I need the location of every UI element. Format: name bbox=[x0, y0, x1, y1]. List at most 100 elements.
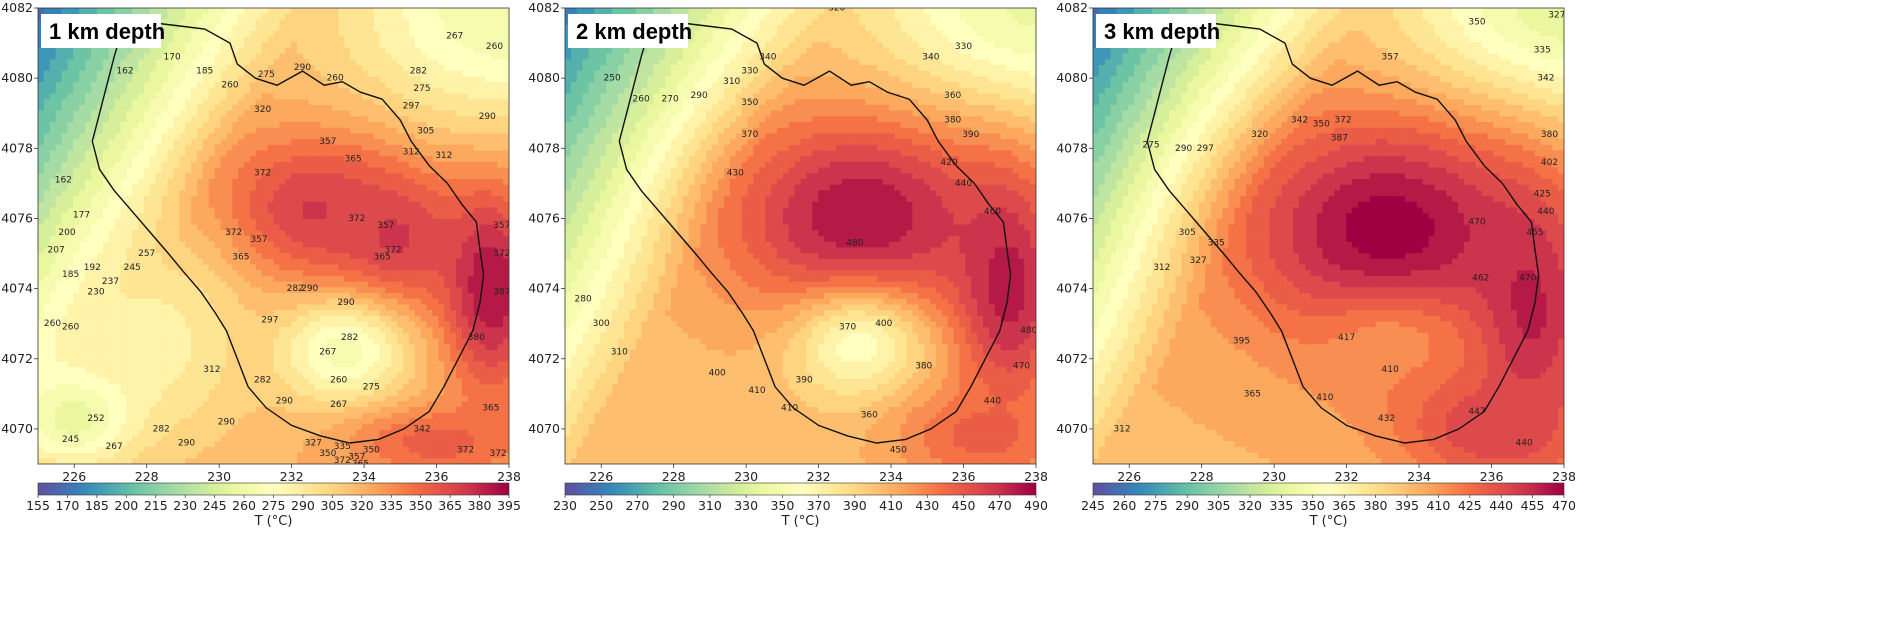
heatmap-cell bbox=[308, 275, 316, 283]
heatmap-cell bbox=[302, 367, 310, 374]
heatmap-cell bbox=[350, 258, 357, 266]
heatmap-cell bbox=[320, 47, 328, 55]
heatmap-cell bbox=[161, 258, 169, 266]
heatmap-cell bbox=[314, 270, 322, 277]
heatmap-cell bbox=[43, 287, 51, 294]
heatmap-cell bbox=[38, 315, 45, 323]
heatmap-cell bbox=[226, 344, 233, 351]
heatmap-cell bbox=[232, 446, 239, 454]
heatmap-cell bbox=[120, 133, 127, 140]
heatmap-cell bbox=[350, 407, 357, 414]
heatmap-cell bbox=[202, 13, 210, 20]
heatmap-cell bbox=[179, 458, 186, 464]
heatmap-cell bbox=[308, 70, 316, 77]
heatmap-cell bbox=[114, 418, 122, 425]
heatmap-cell bbox=[202, 179, 210, 186]
heatmap-cell bbox=[108, 247, 116, 254]
heatmap-cell bbox=[326, 53, 333, 60]
heatmap-cell bbox=[143, 293, 151, 300]
heatmap-cell bbox=[273, 367, 280, 374]
heatmap-cell bbox=[73, 207, 80, 214]
heatmap-cell bbox=[397, 127, 404, 134]
heatmap-cell bbox=[238, 144, 245, 152]
heatmap-cell bbox=[126, 99, 133, 106]
heatmap-cell bbox=[120, 47, 127, 55]
heatmap-cell bbox=[238, 167, 245, 174]
heatmap-cell bbox=[314, 315, 322, 323]
heatmap-cell bbox=[320, 36, 328, 43]
heatmap-cell bbox=[226, 76, 233, 83]
heatmap-cell bbox=[320, 144, 328, 152]
heatmap-cell bbox=[314, 8, 322, 15]
heatmap-cell bbox=[244, 161, 251, 169]
heatmap-cell bbox=[285, 372, 292, 380]
heatmap-cell bbox=[244, 401, 251, 408]
heatmap-cell bbox=[320, 315, 328, 323]
heatmap-cell bbox=[61, 407, 69, 414]
heatmap-cell bbox=[238, 258, 245, 266]
heatmap-cell bbox=[96, 367, 104, 374]
heatmap-cell bbox=[326, 338, 333, 345]
heatmap-cell bbox=[367, 321, 375, 328]
heatmap-cell bbox=[320, 110, 328, 117]
heatmap-cell bbox=[344, 441, 351, 448]
heatmap-cell bbox=[397, 53, 404, 60]
heatmap-cell bbox=[391, 418, 398, 425]
heatmap-cell bbox=[173, 281, 180, 288]
heatmap-cell bbox=[255, 258, 263, 266]
heatmap-cell bbox=[79, 122, 86, 129]
heatmap-cell bbox=[149, 201, 157, 209]
heatmap-cell bbox=[385, 298, 392, 305]
heatmap-cell bbox=[338, 287, 345, 294]
heatmap-cell bbox=[114, 122, 122, 129]
heatmap-cell bbox=[214, 287, 222, 294]
heatmap-cell bbox=[379, 253, 386, 260]
heatmap-cell bbox=[297, 298, 304, 305]
heatmap-cell bbox=[379, 429, 386, 437]
heatmap-cell bbox=[361, 127, 369, 134]
heatmap-cell bbox=[350, 315, 357, 323]
heatmap-cell bbox=[279, 104, 286, 112]
heatmap-cell bbox=[391, 304, 398, 311]
heatmap-cell bbox=[273, 201, 280, 209]
heatmap-cell bbox=[320, 218, 328, 226]
heatmap-cell bbox=[85, 310, 92, 317]
heatmap-cell bbox=[338, 310, 345, 317]
heatmap-cell bbox=[273, 424, 280, 431]
heatmap-cell bbox=[179, 161, 186, 169]
heatmap-cell bbox=[338, 47, 345, 55]
heatmap-cell bbox=[403, 167, 410, 174]
heatmap-cell bbox=[355, 384, 363, 391]
heatmap-cell bbox=[220, 82, 227, 89]
heatmap-cell bbox=[114, 93, 122, 100]
heatmap-cell bbox=[220, 53, 227, 60]
heatmap-cell bbox=[43, 236, 51, 243]
heatmap-cell bbox=[326, 458, 333, 464]
heatmap-cell bbox=[167, 236, 175, 243]
heatmap-cell bbox=[291, 42, 298, 49]
heatmap-cell bbox=[379, 355, 386, 362]
heatmap-cell bbox=[308, 93, 316, 100]
heatmap-cell bbox=[373, 304, 381, 311]
heatmap-cell bbox=[226, 190, 233, 197]
heatmap-cell bbox=[355, 389, 363, 397]
heatmap-cell bbox=[273, 104, 280, 112]
heatmap-cell bbox=[96, 104, 104, 112]
heatmap-cell bbox=[67, 184, 74, 191]
heatmap-cell bbox=[291, 332, 298, 340]
heatmap-cell bbox=[43, 190, 51, 197]
heatmap-cell bbox=[373, 196, 381, 203]
heatmap-cell bbox=[279, 93, 286, 100]
heatmap-cell bbox=[138, 384, 145, 391]
heatmap-cell bbox=[214, 99, 222, 106]
heatmap-cell bbox=[102, 133, 110, 140]
heatmap-cell bbox=[285, 401, 292, 408]
heatmap-cell bbox=[79, 310, 86, 317]
heatmap-cell bbox=[67, 87, 74, 95]
heatmap-cell bbox=[314, 47, 322, 55]
heatmap-cell bbox=[302, 236, 310, 243]
heatmap-cell bbox=[114, 350, 122, 357]
heatmap-cell bbox=[161, 458, 169, 464]
heatmap-cell bbox=[385, 332, 392, 340]
heatmap-cell bbox=[261, 82, 269, 89]
